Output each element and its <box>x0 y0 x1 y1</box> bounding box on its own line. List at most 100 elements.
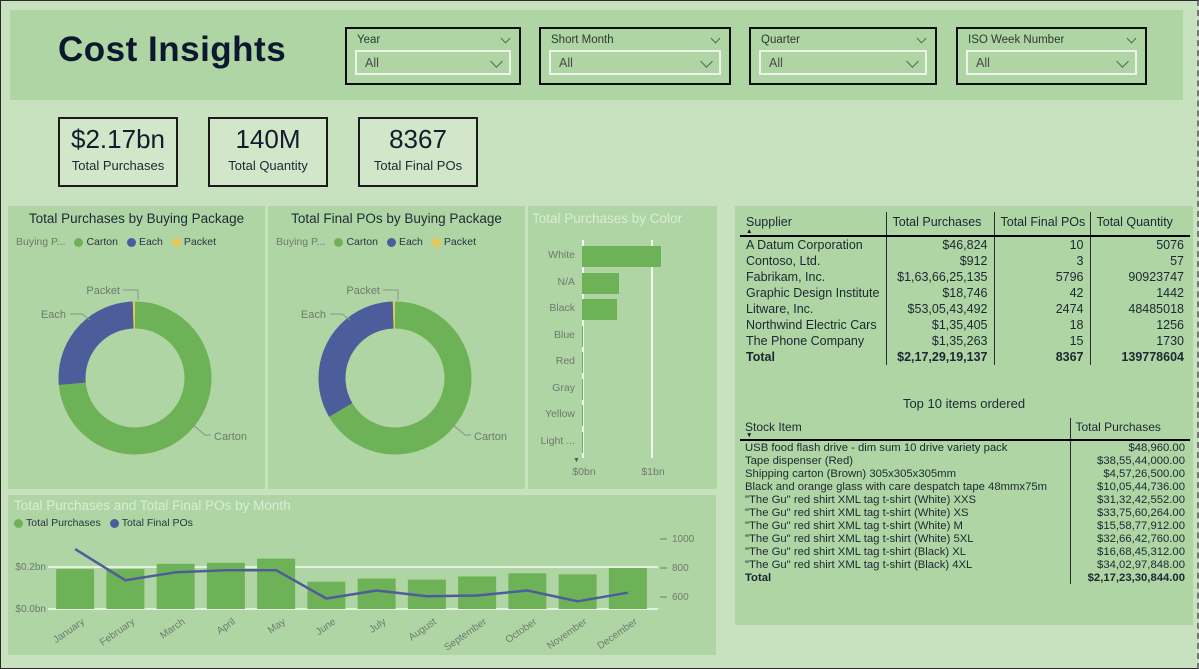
legend-item-each[interactable]: Each <box>126 236 163 248</box>
visual-tables-panel: Supplier ▲ Total Purchases Total Final POs T… <box>735 206 1193 625</box>
table-row[interactable]: "The Gu" red shirt XML tag t-shirt (Blac… <box>740 558 1190 571</box>
table-row[interactable]: Litware, Inc. $53,05,43,492 2474 48485018 <box>740 301 1190 317</box>
column-header-supplier[interactable]: Supplier ▲ <box>740 212 887 237</box>
legend-item-packet[interactable]: Packet <box>431 236 476 248</box>
cell-value: $4,57,26,500.00 <box>1103 467 1185 480</box>
bar-black[interactable] <box>582 299 618 320</box>
column-header-total-final-pos[interactable]: Total Final POs <box>994 212 1091 237</box>
slicer-value: All <box>976 55 990 70</box>
combo-chart: $0.0bn $0.2bn 600 800 1000 January February Mar… <box>15 534 694 654</box>
table-row[interactable]: Black and orange glass with care despatc… <box>740 480 1190 493</box>
chevron-down-icon[interactable] <box>916 33 927 44</box>
chevron-down-icon[interactable] <box>1126 33 1137 44</box>
cell-value: $38,55,44,000.00 <box>1097 454 1185 467</box>
bar-december[interactable] <box>608 568 647 609</box>
legend-item-total-purchases[interactable]: Total Purchases <box>14 517 101 529</box>
table-row[interactable]: Contoso, Ltd. $912 3 57 <box>740 253 1190 269</box>
table-total-row: Total $2,17,23,30,844.00 <box>740 571 1190 584</box>
category-label: Yellow <box>545 408 575 420</box>
bar-blue[interactable] <box>582 325 583 347</box>
cell-label: Northwind Electric Cars <box>740 317 887 333</box>
bar-september[interactable] <box>458 576 497 609</box>
visual-title: Total Purchases by Color <box>532 211 683 226</box>
legend-item-carton[interactable]: Carton <box>74 236 118 248</box>
scroll-down-arrow[interactable]: ▼ <box>573 457 580 464</box>
cell-value: $15,58,77,912.00 <box>1097 519 1185 532</box>
legend-label: Each <box>398 236 423 248</box>
donut2-legend: Buying P... Carton Each Packet <box>276 236 476 248</box>
visual-total-purchases-by-color: Total Purchases by Color $0bn $1bn White N/… <box>528 206 717 489</box>
total-label: Total <box>740 571 1071 584</box>
table-row[interactable]: Shipping carton (Brown) 305x305x305mm $4,… <box>740 467 1190 480</box>
column-header-total-purchases[interactable]: Total Purchases <box>1070 418 1190 441</box>
visual-total-final-pos-by-buying-package: Total Final POs by Buying Package Buying… <box>268 206 525 489</box>
bar-november[interactable] <box>558 574 597 609</box>
slicer-dropdown[interactable]: All <box>966 50 1137 75</box>
table-row[interactable]: "The Gu" red shirt XML tag t-shirt (Whit… <box>740 532 1190 545</box>
x-axis-label: September <box>442 616 489 653</box>
donut-slice-packet[interactable] <box>318 301 472 455</box>
bar-gray[interactable] <box>582 378 583 400</box>
table-row[interactable]: Fabrikam, Inc. $1,63,66,25,135 5796 9092374… <box>740 269 1190 285</box>
legend-item-packet[interactable]: Packet <box>171 236 216 248</box>
table-row[interactable]: Tape dispenser (Red) $38,55,44,000.00 <box>740 454 1190 467</box>
donut1-legend: Buying P... Carton Each Packet <box>16 236 216 248</box>
slicer-dropdown[interactable]: All <box>549 50 721 75</box>
slicer-year: Year All <box>345 27 521 85</box>
chevron-down-icon[interactable] <box>710 33 721 44</box>
cell-value: $53,05,43,492 <box>886 301 995 317</box>
line-total-final-pos[interactable] <box>74 548 629 603</box>
category-label: N/A <box>557 275 575 288</box>
legend-item-each[interactable]: Each <box>386 236 423 248</box>
cell-value: $31,32,42,552.00 <box>1097 493 1185 506</box>
table-row[interactable]: USB food flash drive - dim sum 10 drive … <box>740 440 1190 454</box>
x-axis-label: May <box>266 616 288 636</box>
legend-title: Buying P... <box>16 236 66 248</box>
donut-slice-each[interactable] <box>58 301 212 455</box>
cell-value: 15 <box>994 333 1091 349</box>
legend-dot-icon <box>109 518 119 528</box>
cell-value: $912 <box>886 253 995 269</box>
table-row[interactable]: Graphic Design Institute $18,746 42 1442 <box>740 285 1190 301</box>
bar-red[interactable] <box>582 352 583 373</box>
donut-slice-packet[interactable] <box>58 301 212 455</box>
column-header-total-quantity[interactable]: Total Quantity <box>1090 212 1190 237</box>
table-row[interactable]: "The Gu" red shirt XML tag t-shirt (Whit… <box>740 519 1190 532</box>
table-row[interactable]: "The Gu" red shirt XML tag t-shirt (Blac… <box>740 545 1190 558</box>
chevron-down-icon[interactable] <box>500 33 511 44</box>
column-header-stock-item[interactable]: Stock Item ▼ <box>740 418 1071 441</box>
kpi-label: Total Quantity <box>228 158 308 173</box>
slicer-label: ISO Week Number <box>968 34 1065 46</box>
table-row[interactable]: A Datum Corporation $46,824 10 5076 <box>740 236 1190 253</box>
cell-value: $16,68,45,312.00 <box>1097 545 1185 558</box>
bar-february[interactable] <box>106 569 145 609</box>
bar-may[interactable] <box>257 558 296 609</box>
kpi-card-total-final-pos: 8367 Total Final POs <box>358 117 478 187</box>
bar-january[interactable] <box>56 569 95 609</box>
legend-item-total-final-pos[interactable]: Total Final POs <box>109 517 193 529</box>
table-row[interactable]: The Phone Company $1,35,263 15 1730 <box>740 333 1190 349</box>
legend-item-carton[interactable]: Carton <box>334 236 378 248</box>
table-row[interactable]: Northwind Electric Cars $1,35,405 18 1256 <box>740 317 1190 333</box>
bar-light[interactable] <box>582 431 583 453</box>
kpi-card-total-purchases: $2.17bn Total Purchases <box>58 117 178 187</box>
visual-title: Total Final POs by Buying Package <box>291 211 502 226</box>
slicer-dropdown[interactable]: All <box>355 50 511 75</box>
bar-n-a[interactable] <box>582 272 619 294</box>
chevron-down-icon <box>700 54 713 68</box>
column-header-total-purchases[interactable]: Total Purchases <box>886 212 995 237</box>
cell-label: Litware, Inc. <box>740 301 887 317</box>
bar-white[interactable] <box>582 246 662 267</box>
table-row[interactable]: "The Gu" red shirt XML tag t-shirt (Whit… <box>740 493 1190 506</box>
table-row[interactable]: "The Gu" red shirt XML tag t-shirt (Whit… <box>740 506 1190 519</box>
bar-yellow[interactable] <box>582 405 583 426</box>
cell-value: 90923747 <box>1128 270 1184 284</box>
donut-slice-each[interactable] <box>318 301 472 455</box>
bar-row-gray: Gray <box>528 377 717 403</box>
kpi-value: 8367 <box>389 124 447 154</box>
bar-row-white: White <box>528 244 717 270</box>
legend-label: Packet <box>183 236 216 248</box>
slicer-dropdown[interactable]: All <box>759 50 927 75</box>
bar-row-light: Light ... <box>528 430 717 456</box>
x-axis-label: June <box>314 616 338 638</box>
